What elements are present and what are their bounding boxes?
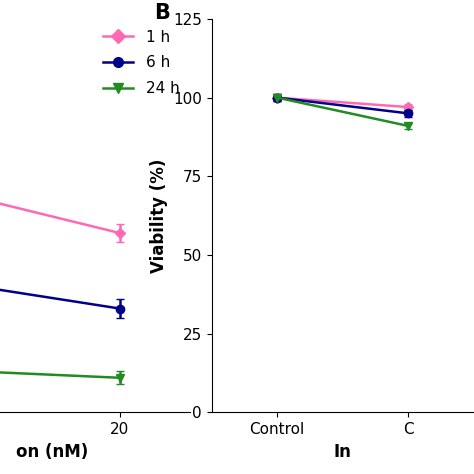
X-axis label: In: In (334, 443, 352, 461)
X-axis label: on (nM): on (nM) (16, 443, 89, 461)
Text: B: B (154, 3, 170, 23)
Y-axis label: Viability (%): Viability (%) (149, 158, 167, 273)
Legend: 1 h, 6 h, 24 h: 1 h, 6 h, 24 h (97, 24, 185, 102)
